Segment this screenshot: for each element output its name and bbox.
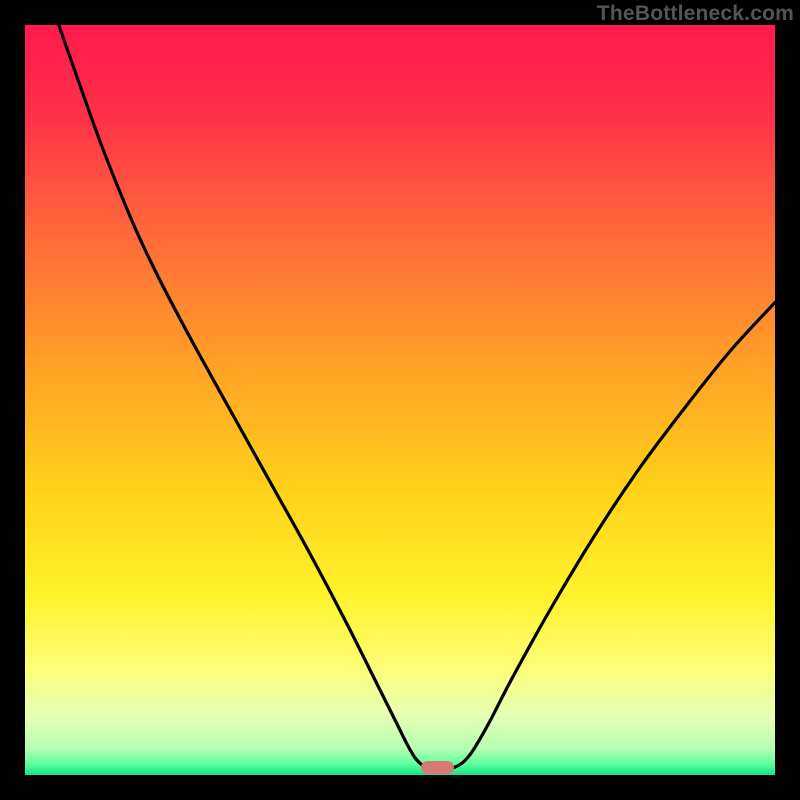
optimum-marker [421,761,454,775]
plot-area [25,25,775,775]
watermark-text: TheBottleneck.com [597,2,794,26]
bottleneck-curve [25,25,775,775]
chart-frame: TheBottleneck.com [0,0,800,800]
